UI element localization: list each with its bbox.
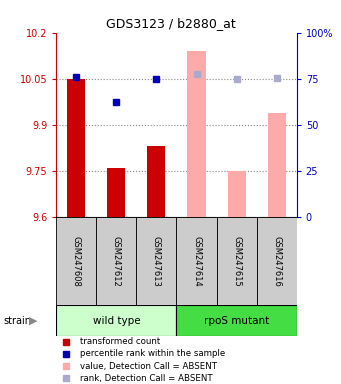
Text: rank, Detection Call = ABSENT: rank, Detection Call = ABSENT [80,374,213,382]
Text: GSM247613: GSM247613 [152,236,161,286]
Bar [56,217,97,305]
Text: rpoS mutant: rpoS mutant [204,316,269,326]
Text: strain: strain [3,316,31,326]
Bar [67,79,85,217]
Bar [96,217,136,305]
Bar [107,168,125,217]
Text: ▶: ▶ [29,316,38,326]
Text: GSM247615: GSM247615 [232,236,241,286]
Text: percentile rank within the sample: percentile rank within the sample [80,349,225,359]
Bar [188,51,206,217]
Text: wild type: wild type [92,316,140,326]
Bar [268,113,286,217]
Bar [177,305,297,336]
Bar [136,217,177,305]
Text: GDS3123 / b2880_at: GDS3123 / b2880_at [106,17,235,30]
Bar [56,305,177,336]
Text: value, Detection Call = ABSENT: value, Detection Call = ABSENT [80,361,217,371]
Bar [227,171,246,217]
Text: transformed count: transformed count [80,338,161,346]
Bar [147,146,165,217]
Text: GSM247608: GSM247608 [72,236,81,286]
Bar [217,217,257,305]
Text: GSM247614: GSM247614 [192,236,201,286]
Bar [257,217,297,305]
Text: GSM247616: GSM247616 [272,236,281,286]
Bar [177,217,217,305]
Text: GSM247612: GSM247612 [112,236,121,286]
